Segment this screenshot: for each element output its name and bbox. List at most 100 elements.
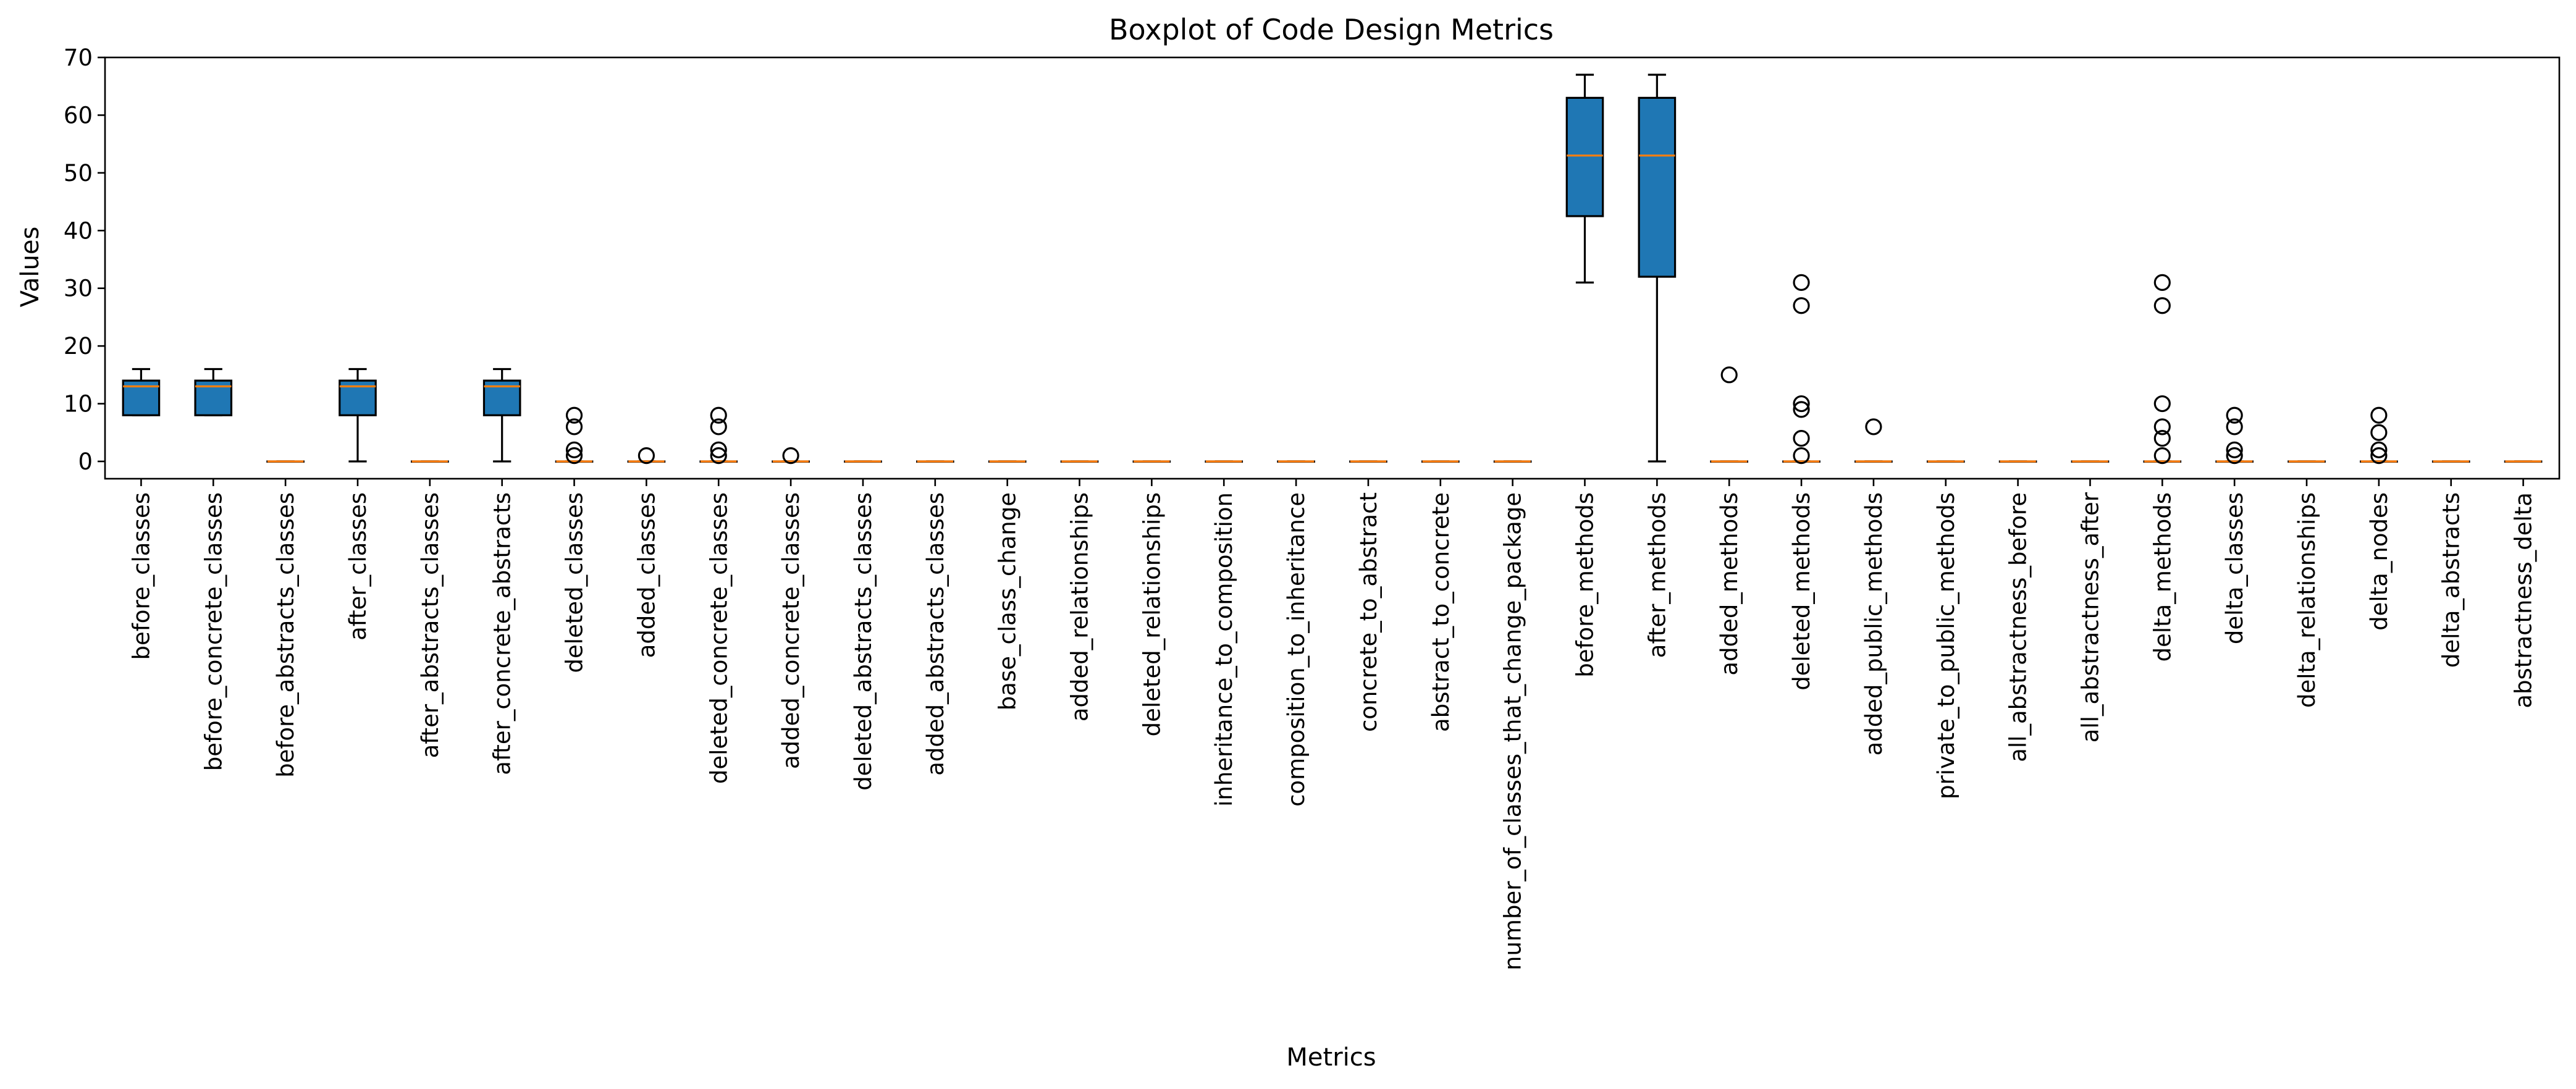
x-tick-label: delta_classes xyxy=(2221,492,2248,644)
box-private_to_public_methods xyxy=(1926,460,1965,463)
x-tick-label: before_classes xyxy=(128,492,154,660)
x-tick-label: after_abstracts_classes xyxy=(417,492,444,758)
outlier-point xyxy=(2370,406,2388,424)
x-tick-label: all_abstractness_before xyxy=(2005,492,2032,762)
box-before_methods xyxy=(1565,74,1604,284)
outlier-point xyxy=(1865,418,1882,435)
outlier-point xyxy=(1793,297,1810,314)
y-tick-label: 10 xyxy=(64,391,93,418)
x-tick-label: before_abstracts_classes xyxy=(272,492,299,778)
box-added_classes xyxy=(627,447,666,465)
y-tick-label: 20 xyxy=(64,333,93,359)
x-tick-label: after_classes xyxy=(345,492,371,641)
outlier-point xyxy=(2153,395,2171,413)
box-after_abstracts_classes xyxy=(411,460,449,463)
x-tick-label: abstract_to_concrete xyxy=(1428,492,1454,732)
x-tick-label: inheritance_to_composition xyxy=(1211,492,1237,807)
plot-area: 0 10 20 30 40 50 60 70 before_classes before_conc… xyxy=(64,44,2561,970)
x-tick-label: all_abstractness_after xyxy=(2077,492,2103,742)
box-delta_classes xyxy=(2215,406,2254,465)
x-tick-label: abstractness_delta xyxy=(2511,492,2537,708)
x-tick-label: added_classes xyxy=(633,492,660,658)
outlier-point xyxy=(710,441,727,458)
iqr-box xyxy=(1565,96,1604,217)
y-tick-label: 30 xyxy=(64,275,93,302)
x-tick-label: added_methods xyxy=(1716,492,1743,676)
box-abstract_to_concrete xyxy=(1421,460,1460,463)
box-delta_methods xyxy=(2143,274,2182,465)
box-added_public_methods xyxy=(1854,418,1893,463)
outlier-point xyxy=(1793,447,1810,465)
x-tick-label: added_abstracts_classes xyxy=(922,492,949,776)
box-added_concrete_classes xyxy=(772,447,810,465)
x-tick-label: added_concrete_classes xyxy=(778,492,804,769)
box-deleted_abstracts_classes xyxy=(844,460,882,463)
x-tick-label: number_of_classes_that_change_package xyxy=(1500,492,1526,970)
outlier-point xyxy=(1793,401,1810,418)
y-tick-label: 60 xyxy=(64,102,93,128)
outlier-point xyxy=(2226,418,2243,435)
box-delta_abstracts xyxy=(2431,460,2470,463)
box-deleted_relationships xyxy=(1132,460,1171,463)
outlier-point xyxy=(565,418,583,435)
box-concrete_to_abstract xyxy=(1349,460,1387,463)
outlier-point xyxy=(2153,430,2171,447)
outlier-point xyxy=(565,441,583,458)
box-inheritance_to_composition xyxy=(1205,460,1244,463)
x-tick-label: delta_methods xyxy=(2149,492,2176,662)
box-before_concrete_classes xyxy=(194,368,233,416)
x-tick-label: deleted_methods xyxy=(1788,492,1815,691)
box-all_abstractness_before xyxy=(1998,460,2037,463)
outlier-point xyxy=(2370,441,2388,458)
outlier-point xyxy=(2370,424,2388,441)
outlier-point xyxy=(710,406,727,424)
x-tick-label: added_public_methods xyxy=(1861,492,1887,755)
x-tick-label: after_concrete_abstracts xyxy=(489,492,516,775)
x-tick-label: delta_relationships xyxy=(2294,492,2320,708)
box-deleted_concrete_classes xyxy=(699,406,738,465)
box-composition_to_inheritance xyxy=(1277,460,1315,463)
x-axis-label: Metrics xyxy=(1286,1043,1376,1072)
outlier-point xyxy=(1793,430,1810,447)
outlier-point xyxy=(2153,418,2171,435)
y-tick-label: 50 xyxy=(64,160,93,187)
box-added_relationships xyxy=(1060,460,1099,463)
box-added_methods xyxy=(1710,366,1749,463)
plot-frame xyxy=(104,56,2561,480)
outlier-point xyxy=(710,418,727,435)
x-tick-label: after_methods xyxy=(1644,492,1670,658)
outlier-point xyxy=(2226,447,2243,465)
outlier-point xyxy=(638,447,655,465)
box-deleted_classes xyxy=(555,406,594,465)
outlier-point xyxy=(2370,447,2388,465)
outlier-point xyxy=(1720,366,1738,384)
box-number_of_classes_that_change_package xyxy=(1493,460,1532,463)
y-tick-label: 40 xyxy=(64,217,93,244)
outlier-point xyxy=(710,447,727,465)
x-tick-label: added_relationships xyxy=(1067,492,1093,721)
outlier-point xyxy=(782,447,799,465)
box-delta_nodes xyxy=(2360,406,2398,465)
x-tick-label: concrete_to_abstract xyxy=(1355,492,1382,732)
outlier-point xyxy=(2226,406,2243,424)
outlier-point xyxy=(2153,297,2171,314)
outlier-point xyxy=(2226,441,2243,458)
box-before_classes xyxy=(122,368,161,416)
x-tick-label: deleted_abstracts_classes xyxy=(850,492,877,791)
outlier-point xyxy=(565,447,583,465)
chart-title: Boxplot of Code Design Metrics xyxy=(1109,13,1554,46)
y-axis-label: Values xyxy=(16,227,44,308)
x-tick-label: deleted_classes xyxy=(562,492,588,673)
box-all_abstractness_after xyxy=(2071,460,2110,463)
box-deleted_methods xyxy=(1782,274,1820,465)
outlier-point xyxy=(565,406,583,424)
iqr-box xyxy=(1638,96,1677,278)
x-tick-label: private_to_public_methods xyxy=(1933,492,1959,799)
box-added_abstracts_classes xyxy=(915,460,954,463)
x-tick-label: deleted_relationships xyxy=(1139,492,1165,736)
box-after_concrete_abstracts xyxy=(482,368,521,463)
y-tick-label: 70 xyxy=(64,44,93,71)
box-base_class_change xyxy=(988,460,1027,463)
